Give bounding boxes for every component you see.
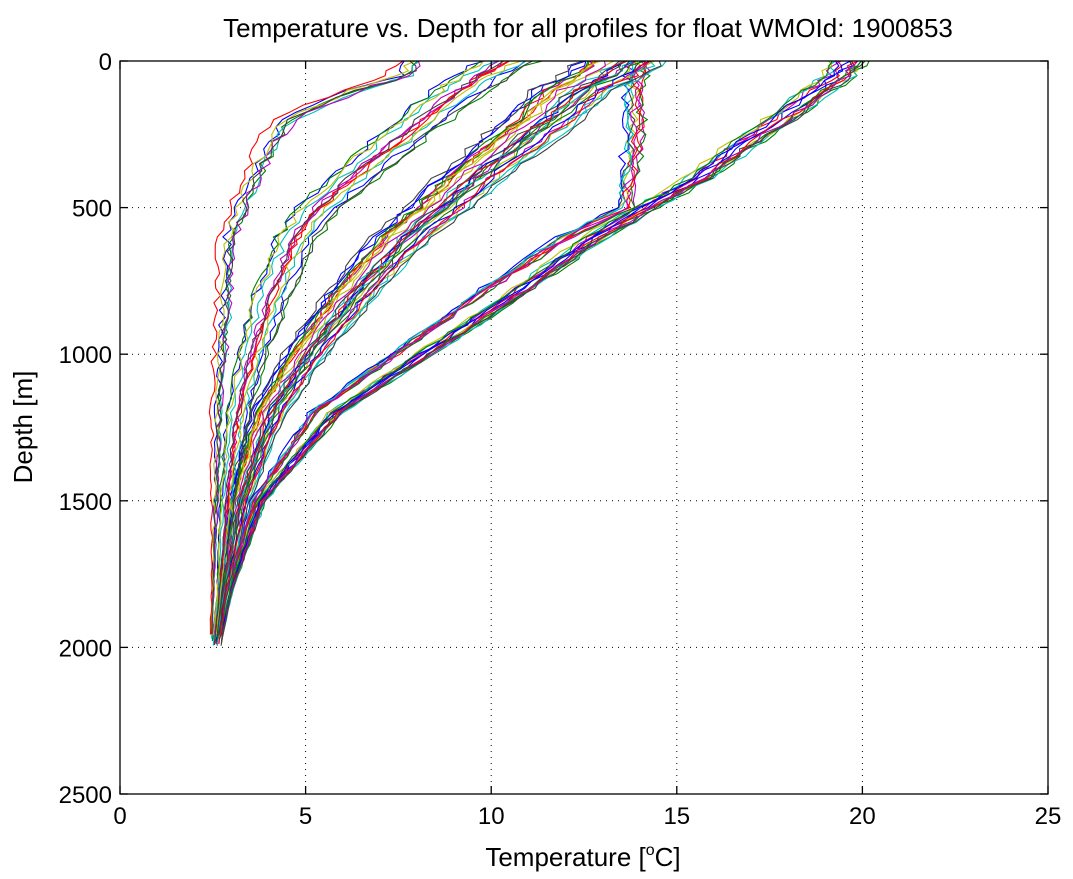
profile-line: [220, 60, 866, 644]
y-tick-label: 1500: [59, 489, 112, 516]
chart-title: Temperature vs. Depth for all profiles f…: [223, 13, 953, 43]
profile-line: [216, 60, 637, 646]
x-tick-label: 5: [299, 803, 312, 830]
profile-line: [213, 60, 500, 635]
profile-line: [211, 60, 417, 635]
x-tick-label: 0: [113, 803, 126, 830]
x-tick-label: 15: [663, 803, 690, 830]
profile-line: [215, 60, 607, 644]
profile-line: [218, 60, 653, 645]
x-tick-label: 20: [849, 803, 876, 830]
axis-ticks: [119, 60, 1049, 795]
profile-line: [208, 60, 404, 636]
profile-line: [216, 60, 647, 644]
plot-area-frame: [119, 60, 1049, 795]
x-tick-labels: 0 5 10 15 20 25: [113, 803, 1061, 830]
profile-line: [218, 60, 650, 635]
y-axis-label: Depth [m]: [8, 371, 38, 484]
profile-line: [220, 60, 870, 636]
profile-line: [218, 60, 833, 640]
y-tick-label: 500: [72, 196, 112, 223]
profile-line: [216, 60, 630, 639]
y-tick-label: 2500: [59, 782, 112, 809]
profile-line: [217, 60, 638, 636]
profile-line: [218, 60, 656, 636]
profile-line: [212, 60, 485, 636]
x-tick-label: 25: [1035, 803, 1062, 830]
profile-line: [216, 60, 635, 646]
y-tick-label: 2000: [59, 635, 112, 662]
y-tick-label: 0: [99, 49, 112, 76]
profile-line: [210, 60, 416, 636]
x-tick-label: 10: [478, 803, 505, 830]
profile-line: [214, 60, 503, 636]
x-axis-label: Temperature [oC]: [485, 842, 680, 872]
profile-line: [219, 60, 662, 638]
y-tick-label: 1000: [59, 342, 112, 369]
profile-line: [216, 60, 620, 636]
profile-lines: [208, 60, 870, 646]
profile-line: [216, 60, 533, 636]
profile-line: [215, 60, 526, 642]
profile-line: [218, 60, 651, 636]
profile-line: [219, 60, 851, 636]
profile-line: [216, 60, 625, 635]
profile-line: [210, 60, 406, 635]
profile-line: [214, 60, 522, 636]
profile-line: [218, 60, 833, 640]
profile-line: [212, 60, 498, 646]
profile-line: [216, 60, 651, 636]
profile-line: [214, 60, 510, 635]
profile-line: [216, 60, 647, 642]
profile-line: [213, 60, 504, 646]
y-tick-labels: 0 500 1000 1500 2000 2500: [59, 49, 112, 809]
